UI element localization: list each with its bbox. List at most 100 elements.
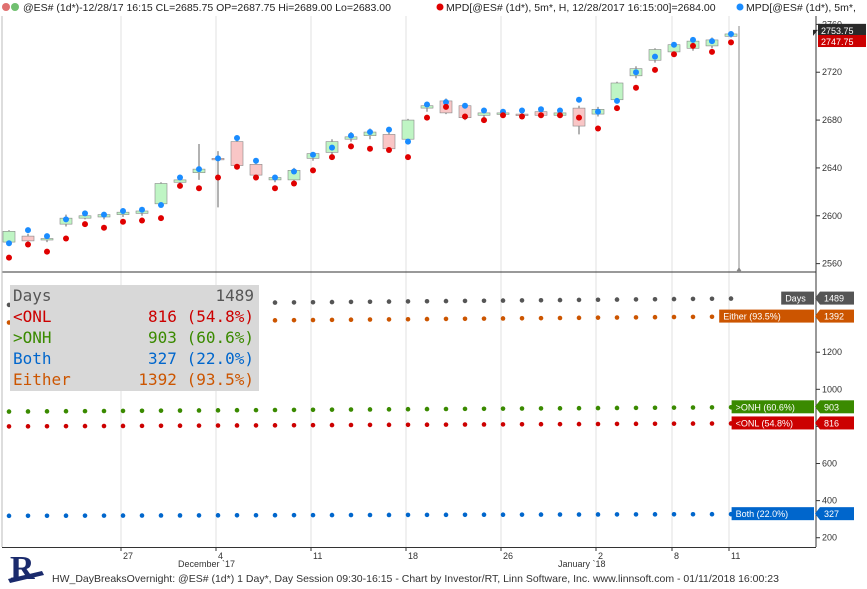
onl-dot <box>614 105 620 112</box>
onl-dot <box>329 154 335 161</box>
series-dot <box>614 297 620 302</box>
series-dot <box>386 512 392 518</box>
series-dot <box>44 409 50 414</box>
onh-dot <box>196 166 202 173</box>
onh-dot <box>139 206 145 213</box>
onh-dot <box>557 107 563 114</box>
series-dot <box>405 512 411 518</box>
series-dot <box>196 513 202 518</box>
series-dot <box>367 407 373 412</box>
series-value: 327 <box>824 509 839 519</box>
series-dot <box>177 423 183 429</box>
y-tick-label: 2640 <box>822 163 842 173</box>
onl-dot <box>215 174 221 181</box>
onl-dot <box>139 217 145 224</box>
onh-dot <box>481 107 487 114</box>
series-pointer-icon <box>815 507 820 521</box>
onh-dot <box>272 174 278 181</box>
series-dot <box>424 512 430 518</box>
stats-label: Either <box>13 370 71 389</box>
onl-dot <box>101 224 107 231</box>
series-dot <box>538 297 544 303</box>
onh-dot <box>652 53 658 60</box>
mpd-red-dot-icon <box>436 3 444 11</box>
x-tick-label: 26 <box>503 551 513 561</box>
chart-header: @ES# (1d*)-12/28/17 16:15 CL=2685.75 OP=… <box>2 2 856 14</box>
series-dot <box>519 422 525 427</box>
onl-dot <box>519 113 525 120</box>
series-name-badge <box>731 400 814 414</box>
stats-value: 1489 <box>215 286 254 305</box>
onh-dot <box>215 155 221 162</box>
onl-dot <box>82 221 88 228</box>
series-dot <box>82 423 88 429</box>
onl-price-badge <box>818 35 866 48</box>
onh-dot <box>690 36 696 43</box>
onh-dot <box>101 211 107 218</box>
series-dot <box>291 317 297 323</box>
onh-dot <box>6 240 12 247</box>
y-tick-label: 1200 <box>822 347 842 357</box>
series-name: Days <box>785 294 806 304</box>
series-dot <box>614 421 620 427</box>
onl-dot <box>538 112 544 119</box>
onl-dot <box>728 39 734 46</box>
series-dot <box>614 405 620 411</box>
series-dot <box>481 316 487 321</box>
series-dot <box>709 421 715 426</box>
series-dot <box>6 409 12 414</box>
series-dot <box>63 408 69 414</box>
onh-dot <box>234 135 240 142</box>
onl-dot <box>652 66 658 73</box>
series-dot <box>443 512 449 518</box>
series-dot <box>633 405 639 411</box>
series-dot <box>158 408 164 413</box>
series-dot <box>481 406 487 412</box>
onl-dot <box>348 143 354 150</box>
series-dot <box>386 317 392 322</box>
onl-price-text: 2747.75 <box>821 37 854 47</box>
y-tick-label: 2560 <box>822 259 842 269</box>
series-value-badge <box>820 507 854 521</box>
series-dot <box>139 513 145 518</box>
series-pointer-icon <box>815 309 820 323</box>
investor-rt-logo-icon: R <box>8 550 44 587</box>
x-month-label: January `18 <box>558 559 606 569</box>
candle-body <box>154 183 168 205</box>
series-dot <box>614 512 620 517</box>
onh-dot <box>329 144 335 151</box>
series-dot <box>348 512 354 518</box>
onh-dot <box>405 138 411 145</box>
onl-dot <box>576 114 582 121</box>
onl-dot <box>272 185 278 192</box>
x-tick-label: 4 <box>218 551 223 561</box>
onl-dot <box>633 84 639 91</box>
onl-dot <box>481 117 487 124</box>
series-dot <box>576 297 582 303</box>
onh-dot <box>576 96 582 103</box>
series-dot <box>538 421 544 427</box>
series-dot <box>234 407 240 413</box>
series-dot <box>424 316 430 322</box>
y-tick-label: 2720 <box>822 67 842 77</box>
series-dot <box>462 298 468 304</box>
onl-dot <box>291 180 297 187</box>
series-dot <box>595 512 601 517</box>
series-dot <box>158 513 164 518</box>
price-panel <box>2 30 738 261</box>
onl-dot <box>462 113 468 120</box>
onl-dot <box>386 146 392 153</box>
series-dot <box>519 406 525 411</box>
series-value-badge <box>820 309 854 323</box>
x-tick-label: 11 <box>313 551 322 561</box>
onl-dot <box>196 185 202 192</box>
series-dot <box>291 407 297 413</box>
onh-dot <box>424 101 430 108</box>
series-dot <box>386 422 392 428</box>
series-dot <box>310 299 316 305</box>
series-dot <box>443 406 449 412</box>
onh-dot <box>348 132 354 139</box>
onl-dot <box>158 215 164 222</box>
series-dot <box>348 317 354 323</box>
onl-dot <box>310 167 316 174</box>
